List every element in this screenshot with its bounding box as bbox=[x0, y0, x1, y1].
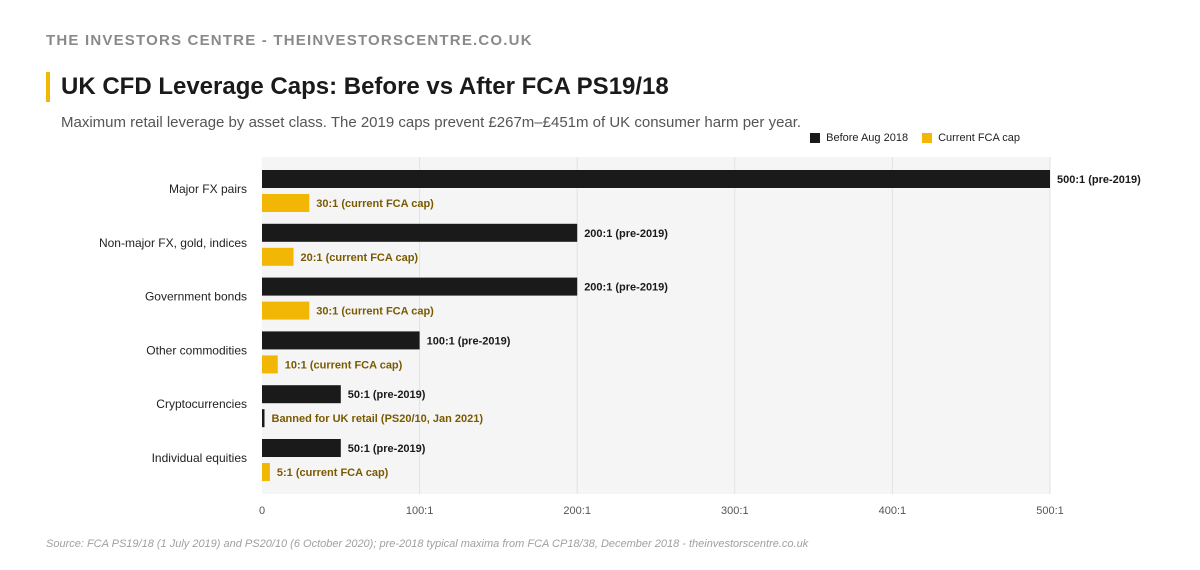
data-label-before: 50:1 (pre-2019) bbox=[348, 389, 426, 401]
bar-current bbox=[262, 463, 270, 481]
data-label-current: 5:1 (current FCA cap) bbox=[277, 467, 389, 479]
legend-swatch-current bbox=[922, 133, 933, 143]
x-tick-label: 100:1 bbox=[406, 505, 434, 517]
source-note: Source: FCA PS19/18 (1 July 2019) and PS… bbox=[46, 538, 809, 550]
x-tick-label: 400:1 bbox=[879, 505, 907, 517]
legend-item-before: Before Aug 2018 bbox=[810, 132, 908, 144]
category-label: Non-major FX, gold, indices bbox=[99, 236, 247, 250]
legend-label-before: Before Aug 2018 bbox=[826, 132, 909, 144]
data-label-current: 10:1 (current FCA cap) bbox=[285, 359, 403, 371]
category-label: Cryptocurrencies bbox=[156, 397, 247, 411]
data-label-before: 500:1 (pre-2019) bbox=[1057, 174, 1141, 186]
data-label-before: 100:1 (pre-2019) bbox=[427, 335, 511, 347]
data-label-current: 20:1 (current FCA cap) bbox=[301, 252, 419, 264]
bar-current bbox=[262, 301, 310, 320]
chart-title: UK CFD Leverage Caps: Before vs After FC… bbox=[61, 73, 669, 100]
data-label-before: 200:1 (pre-2019) bbox=[584, 228, 668, 240]
data-label-current: 30:1 (current FCA cap) bbox=[316, 306, 434, 318]
x-tick-label: 500:1 bbox=[1036, 505, 1064, 517]
data-label-current: Banned for UK retail (PS20/10, Jan 2021) bbox=[272, 413, 484, 425]
bar-before bbox=[262, 170, 1050, 188]
x-tick-label: 200:1 bbox=[563, 505, 591, 517]
title-accent-bar: UK CFD Leverage Caps: Before vs After FC… bbox=[46, 72, 669, 102]
chart-subtitle: Maximum retail leverage by asset class. … bbox=[61, 114, 802, 131]
category-label: Other commodities bbox=[146, 343, 247, 357]
plot-area bbox=[262, 157, 1050, 494]
bar-current bbox=[262, 194, 310, 212]
x-tick-label: 0 bbox=[259, 505, 265, 517]
category-label: Major FX pairs bbox=[169, 182, 247, 196]
legend-item-current: Current FCA cap bbox=[922, 132, 1020, 144]
bar-before bbox=[262, 439, 341, 457]
bar-before bbox=[262, 331, 420, 350]
bar-before bbox=[262, 223, 578, 242]
bar-current bbox=[262, 409, 265, 428]
data-label-current: 30:1 (current FCA cap) bbox=[316, 198, 434, 210]
x-tick-label: 300:1 bbox=[721, 505, 749, 517]
legend-swatch-before bbox=[810, 133, 821, 143]
bar-before bbox=[262, 385, 341, 404]
bar-current bbox=[262, 247, 294, 266]
data-label-before: 200:1 (pre-2019) bbox=[584, 282, 668, 294]
bar-current bbox=[262, 355, 278, 374]
legend: Before Aug 2018 Current FCA cap bbox=[810, 132, 1020, 144]
category-label: Government bonds bbox=[145, 290, 247, 304]
brand-header: THE INVESTORS CENTRE - THEINVESTORSCENTR… bbox=[46, 32, 533, 49]
bar-before bbox=[262, 277, 578, 296]
legend-label-current: Current FCA cap bbox=[938, 132, 1020, 144]
category-label: Individual equities bbox=[152, 451, 247, 465]
data-label-before: 50:1 (pre-2019) bbox=[348, 443, 426, 455]
